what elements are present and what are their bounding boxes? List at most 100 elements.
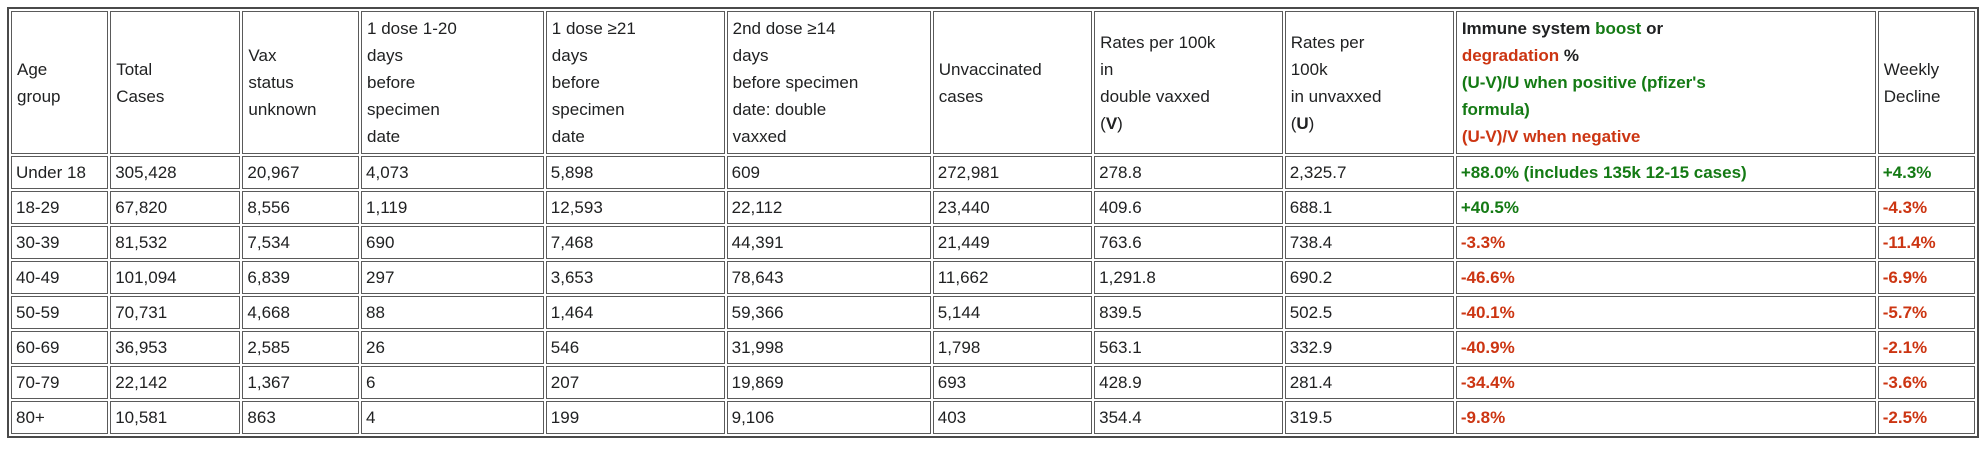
table-body: Under 18 305,428 20,967 4,073 5,898 609 272,98… — [11, 156, 1975, 434]
cell-unvaccinated-cases: 23,440 — [932, 191, 1093, 224]
cell-age-group: 18-29 — [11, 191, 109, 224]
cell-one-dose-1-20-days: 88 — [361, 296, 544, 329]
cell-unvaccinated-cases: 693 — [932, 366, 1093, 399]
table-row: 50-59 70,731 4,668 88 1,464 59,366 5,144 839.5 5… — [11, 296, 1975, 329]
cell-age-group: Under 18 — [11, 156, 109, 189]
cell-rates-per-100k-unvaxxed: 2,325.7 — [1284, 156, 1454, 189]
cell-vax-status-unknown: 2,585 — [242, 331, 360, 364]
cell-total-cases: 10,581 — [110, 401, 241, 434]
cell-rates-per-100k-double-vaxxed: 278.8 — [1094, 156, 1283, 189]
col-header-immune-boost-degradation: Immune system boost or degradation % (U-… — [1455, 11, 1876, 154]
cell-age-group: 30-39 — [11, 226, 109, 259]
cell-age-group: 40-49 — [11, 261, 109, 294]
header-text-segment: Rates per 100k in double vaxxed ( — [1100, 32, 1216, 133]
cell-one-dose-1-20-days: 4 — [361, 401, 544, 434]
cell-one-dose-21-plus-days: 5,898 — [545, 156, 725, 189]
header-text-segment: U — [1296, 113, 1309, 133]
cell-second-dose-14-plus-days: 19,869 — [726, 366, 931, 399]
cell-rates-per-100k-double-vaxxed: 1,291.8 — [1094, 261, 1283, 294]
header-text-segment: Rates per 100k in unvaxxed ( — [1290, 32, 1382, 133]
cell-vax-status-unknown: 20,967 — [242, 156, 360, 189]
cell-rates-per-100k-unvaxxed: 502.5 — [1284, 296, 1454, 329]
cell-total-cases: 67,820 — [110, 191, 241, 224]
cell-age-group: 60-69 — [11, 331, 109, 364]
cell-one-dose-1-20-days: 297 — [361, 261, 544, 294]
header-text-segment: (U-V)/V when negative — [1461, 127, 1641, 146]
cell-rates-per-100k-unvaxxed: 281.4 — [1284, 366, 1454, 399]
header-row: Age group Total Cases Vax status unknown 1 … — [11, 11, 1975, 154]
cell-immune-boost-degradation: +88.0% (includes 135k 12-15 cases) — [1455, 156, 1876, 189]
cell-weekly-decline: +4.3% — [1877, 156, 1975, 189]
header-text-segment: boost — [1595, 19, 1642, 38]
cell-rates-per-100k-unvaxxed: 690.2 — [1284, 261, 1454, 294]
cell-immune-boost-degradation: -46.6% — [1455, 261, 1876, 294]
cell-second-dose-14-plus-days: 609 — [726, 156, 931, 189]
cell-age-group: 50-59 — [11, 296, 109, 329]
header-text-segment: 1 dose 1-20 days before specimen date — [367, 19, 457, 146]
cell-one-dose-1-20-days: 6 — [361, 366, 544, 399]
cell-total-cases: 36,953 — [110, 331, 241, 364]
cell-immune-boost-degradation: -40.1% — [1455, 296, 1876, 329]
col-header-one-dose-1-20-days: 1 dose 1-20 days before specimen date — [361, 11, 544, 154]
cell-weekly-decline: -5.7% — [1877, 296, 1975, 329]
col-header-one-dose-21-plus-days: 1 dose ≥21 days before specimen date — [545, 11, 725, 154]
cell-total-cases: 22,142 — [110, 366, 241, 399]
col-header-age-group: Age group — [11, 11, 109, 154]
cell-immune-boost-degradation: -40.9% — [1455, 331, 1876, 364]
table-row: 40-49 101,094 6,839 297 3,653 78,643 11,662 1,2… — [11, 261, 1975, 294]
cell-vax-status-unknown: 4,668 — [242, 296, 360, 329]
cell-second-dose-14-plus-days: 22,112 — [726, 191, 931, 224]
cell-one-dose-21-plus-days: 12,593 — [545, 191, 725, 224]
table-row: Under 18 305,428 20,967 4,073 5,898 609 272,98… — [11, 156, 1975, 189]
header-text-segment: degradation — [1461, 46, 1560, 65]
col-header-total-cases: Total Cases — [110, 11, 241, 154]
cell-vax-status-unknown: 8,556 — [242, 191, 360, 224]
cell-one-dose-21-plus-days: 7,468 — [545, 226, 725, 259]
table-row: 30-39 81,532 7,534 690 7,468 44,391 21,449 763.… — [11, 226, 1975, 259]
table-row: 60-69 36,953 2,585 26 546 31,998 1,798 563.1 332… — [11, 331, 1975, 364]
cell-one-dose-21-plus-days: 3,653 — [545, 261, 725, 294]
cell-immune-boost-degradation: -34.4% — [1455, 366, 1876, 399]
cell-age-group: 70-79 — [11, 366, 109, 399]
cell-one-dose-1-20-days: 690 — [361, 226, 544, 259]
header-text-segment: 1 dose ≥21 days before specimen date — [551, 19, 636, 146]
cell-weekly-decline: -11.4% — [1877, 226, 1975, 259]
cell-one-dose-21-plus-days: 199 — [545, 401, 725, 434]
cell-unvaccinated-cases: 403 — [932, 401, 1093, 434]
cell-rates-per-100k-double-vaxxed: 839.5 — [1094, 296, 1283, 329]
header-text-segment: V — [1105, 113, 1118, 133]
cell-rates-per-100k-unvaxxed: 332.9 — [1284, 331, 1454, 364]
cell-second-dose-14-plus-days: 9,106 — [726, 401, 931, 434]
col-header-vax-status-unknown: Vax status unknown — [242, 11, 360, 154]
col-header-second-dose-14-plus-days: 2nd dose ≥14 days before specimen date: … — [726, 11, 931, 154]
table-row: 70-79 22,142 1,367 6 207 19,869 693 428.9 281.4-… — [11, 366, 1975, 399]
cell-one-dose-1-20-days: 26 — [361, 331, 544, 364]
header-text-segment: Age group — [17, 59, 61, 106]
header-text-segment: % — [1563, 46, 1579, 65]
cell-vax-status-unknown: 7,534 — [242, 226, 360, 259]
col-header-unvaccinated-cases: Unvaccinated cases — [932, 11, 1093, 154]
header-text-segment: Immune system — [1461, 19, 1596, 38]
cell-weekly-decline: -3.6% — [1877, 366, 1975, 399]
cell-rates-per-100k-double-vaxxed: 563.1 — [1094, 331, 1283, 364]
cell-rates-per-100k-double-vaxxed: 409.6 — [1094, 191, 1283, 224]
cell-total-cases: 81,532 — [110, 226, 241, 259]
cell-vax-status-unknown: 6,839 — [242, 261, 360, 294]
cell-total-cases: 101,094 — [110, 261, 241, 294]
cell-rates-per-100k-unvaxxed: 738.4 — [1284, 226, 1454, 259]
table-header: Age group Total Cases Vax status unknown 1 … — [11, 11, 1975, 154]
cell-second-dose-14-plus-days: 78,643 — [726, 261, 931, 294]
cell-total-cases: 70,731 — [110, 296, 241, 329]
cell-rates-per-100k-double-vaxxed: 354.4 — [1094, 401, 1283, 434]
col-header-rates-per-100k-unvaxxed: Rates per 100k in unvaxxed (U) — [1284, 11, 1454, 154]
header-text-segment: (U-V)/U when positive (pfizer's formula) — [1461, 73, 1706, 119]
cell-unvaccinated-cases: 11,662 — [932, 261, 1093, 294]
header-text-segment: ) — [1117, 113, 1123, 133]
table-row: 80+ 10,581 863 4 199 9,106 403 354.4 319.5 -9.8% -… — [11, 401, 1975, 434]
cell-one-dose-21-plus-days: 1,464 — [545, 296, 725, 329]
header-text-segment: Vax status unknown — [248, 46, 317, 119]
cell-unvaccinated-cases: 272,981 — [932, 156, 1093, 189]
table-row: 18-29 67,820 8,556 1,119 12,593 22,112 23,440 4… — [11, 191, 1975, 224]
header-text-segment: Weekly Decline — [1883, 59, 1941, 106]
cell-total-cases: 305,428 — [110, 156, 241, 189]
